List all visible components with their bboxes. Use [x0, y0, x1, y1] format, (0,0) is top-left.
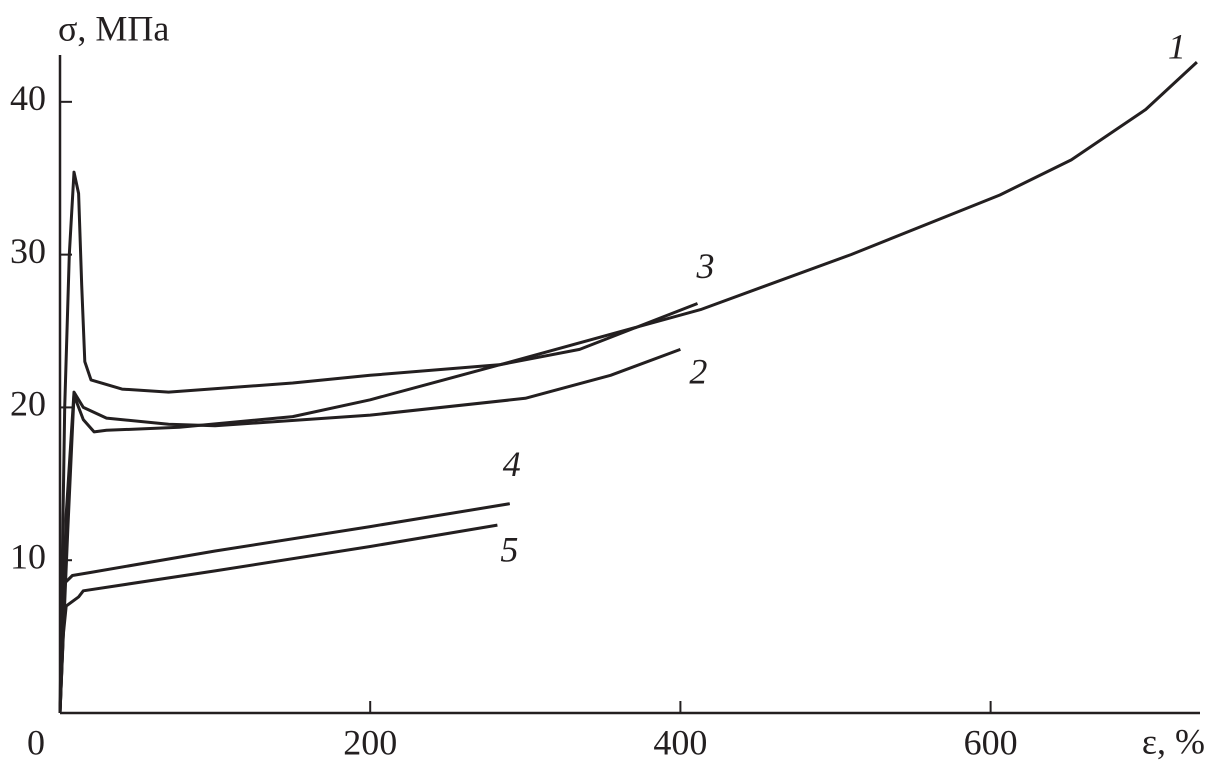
- series-line: [58, 523, 498, 714]
- series-line: [58, 60, 1198, 714]
- x-tick-label: 600: [964, 722, 1018, 762]
- series-line: [58, 347, 681, 714]
- series-label: 2: [689, 352, 707, 392]
- x-axis-label: ε, %: [1142, 721, 1205, 761]
- y-tick-label: 30: [10, 231, 46, 271]
- y-tick-label: 10: [10, 536, 46, 576]
- x-tick-label: 200: [343, 722, 397, 762]
- series-label: 3: [695, 246, 714, 286]
- series-line: [58, 170, 699, 714]
- x-tick-label: 400: [653, 722, 707, 762]
- y-tick-label: 40: [10, 78, 46, 118]
- y-tick-label: 20: [10, 384, 46, 424]
- x-tick-label: 0: [27, 722, 45, 762]
- y-axis-label: σ, МПа: [58, 8, 169, 48]
- series-label: 1: [1168, 26, 1186, 66]
- series-label: 5: [500, 529, 518, 569]
- series-label: 4: [503, 444, 521, 484]
